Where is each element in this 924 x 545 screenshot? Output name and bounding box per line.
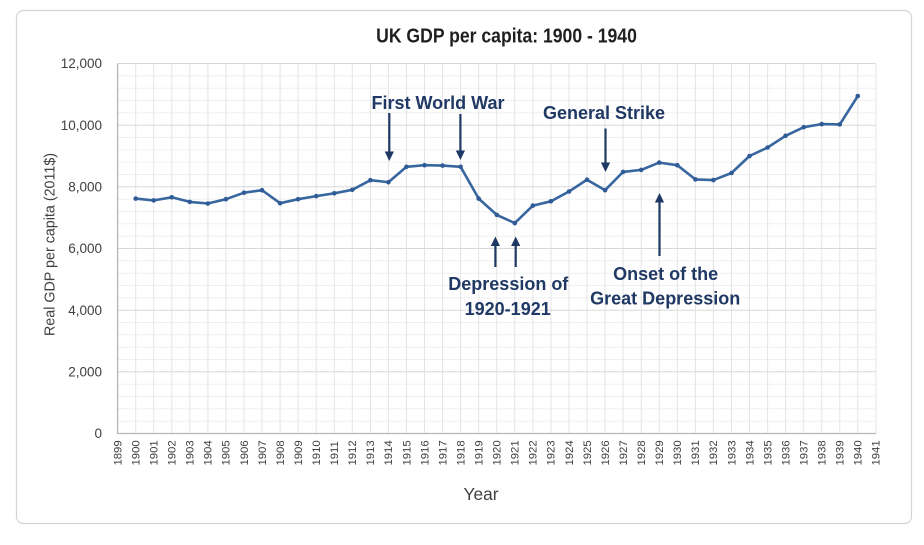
svg-text:1900: 1900 — [131, 440, 143, 465]
svg-text:Real GDP per capita (2011$): Real GDP per capita (2011$) — [43, 153, 59, 336]
svg-text:1919: 1919 — [474, 440, 486, 465]
svg-text:1937: 1937 — [799, 440, 811, 465]
svg-text:1939: 1939 — [835, 440, 847, 465]
svg-text:1932: 1932 — [708, 440, 720, 465]
svg-text:1935: 1935 — [762, 440, 774, 465]
svg-text:1936: 1936 — [780, 440, 792, 465]
svg-text:1922: 1922 — [528, 440, 540, 465]
svg-text:Year: Year — [464, 484, 499, 504]
svg-text:1910: 1910 — [311, 440, 323, 465]
svg-text:1911: 1911 — [329, 441, 341, 465]
svg-text:1907: 1907 — [257, 440, 269, 465]
svg-text:6,000: 6,000 — [68, 241, 102, 256]
svg-text:1928: 1928 — [636, 440, 648, 465]
svg-text:12,000: 12,000 — [61, 56, 102, 71]
svg-text:1921: 1921 — [510, 440, 522, 465]
svg-text:Great Depression: Great Depression — [590, 289, 740, 309]
svg-text:First World War: First World War — [371, 93, 504, 113]
svg-text:1914: 1914 — [383, 440, 395, 465]
svg-text:1906: 1906 — [239, 440, 251, 465]
svg-text:1912: 1912 — [347, 440, 359, 465]
svg-text:1940: 1940 — [853, 440, 865, 465]
svg-text:2,000: 2,000 — [68, 365, 102, 380]
svg-text:1925: 1925 — [582, 440, 594, 465]
svg-text:1920: 1920 — [492, 440, 504, 465]
svg-text:1899: 1899 — [112, 440, 124, 465]
svg-text:UK GDP per capita: 1900 - 1940: UK GDP per capita: 1900 - 1940 — [376, 25, 637, 47]
svg-text:1917: 1917 — [437, 440, 449, 465]
svg-text:1938: 1938 — [817, 440, 829, 465]
svg-text:8,000: 8,000 — [68, 180, 102, 195]
svg-text:10,000: 10,000 — [61, 118, 102, 133]
svg-text:1903: 1903 — [185, 440, 197, 465]
svg-text:1904: 1904 — [203, 440, 215, 465]
svg-text:1901: 1901 — [149, 440, 161, 465]
svg-text:1934: 1934 — [744, 440, 756, 465]
svg-text:1916: 1916 — [419, 440, 431, 465]
svg-text:1915: 1915 — [401, 440, 413, 465]
svg-text:Depression of: Depression of — [448, 274, 569, 294]
svg-text:1923: 1923 — [546, 440, 558, 465]
svg-text:1930: 1930 — [672, 440, 684, 465]
svg-text:1920-1921: 1920-1921 — [465, 299, 551, 319]
svg-text:1908: 1908 — [275, 440, 287, 465]
svg-text:1926: 1926 — [600, 440, 612, 465]
svg-text:1913: 1913 — [365, 440, 377, 465]
svg-text:1902: 1902 — [167, 440, 179, 465]
svg-text:1929: 1929 — [654, 440, 666, 465]
svg-text:1931: 1931 — [690, 440, 702, 465]
svg-text:4,000: 4,000 — [68, 303, 102, 318]
svg-text:1918: 1918 — [455, 440, 467, 465]
svg-text:1933: 1933 — [726, 440, 738, 465]
svg-text:1927: 1927 — [618, 440, 630, 465]
svg-text:Onset of the: Onset of the — [613, 264, 718, 284]
svg-text:0: 0 — [94, 426, 102, 441]
svg-text:1909: 1909 — [293, 440, 305, 465]
svg-text:1905: 1905 — [221, 440, 233, 465]
svg-text:1941: 1941 — [871, 440, 883, 465]
svg-text:General Strike: General Strike — [543, 103, 665, 123]
svg-text:1924: 1924 — [564, 440, 576, 465]
